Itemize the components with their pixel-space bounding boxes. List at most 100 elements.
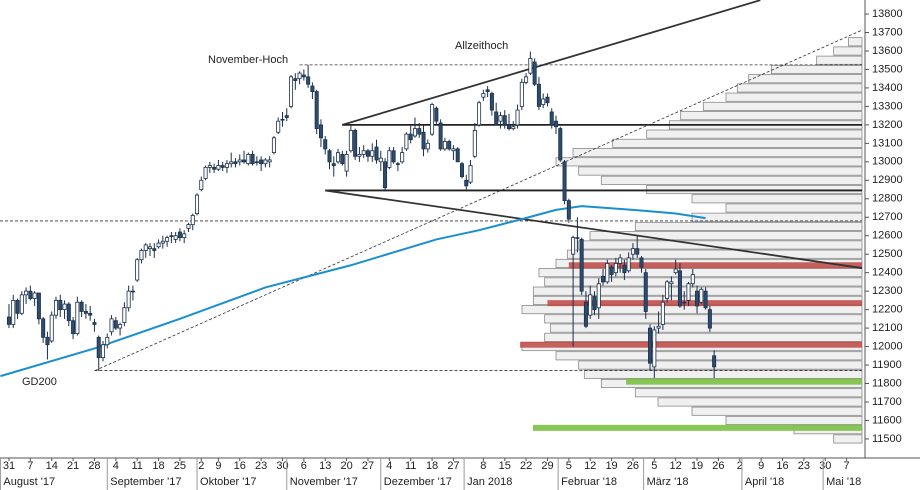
volume-profile-bar <box>589 231 863 241</box>
x-tick-label: 25 <box>174 460 186 472</box>
candle-body <box>404 133 409 150</box>
y-tick-label: 12400 <box>872 267 903 279</box>
candle-body <box>618 257 623 264</box>
candle-body <box>391 150 396 163</box>
candle-body <box>545 96 550 104</box>
candle-body <box>690 274 695 285</box>
candle-body <box>233 161 238 165</box>
candle-body <box>421 131 426 150</box>
candle-body <box>220 165 225 168</box>
candle-body <box>383 161 388 189</box>
volume-profile-bar <box>691 194 863 204</box>
y-tick-label: 11800 <box>872 377 902 389</box>
month-label: Februar '18 <box>561 476 617 488</box>
candle-body <box>571 237 576 255</box>
candle-body <box>549 111 554 126</box>
candle-body <box>130 290 135 293</box>
volume-profile-bar <box>578 166 863 176</box>
volume-profile-bar <box>544 332 863 342</box>
candle-body <box>703 290 708 309</box>
candle-body <box>669 281 674 285</box>
volume-profile-bar <box>578 240 863 250</box>
candle-body <box>66 303 71 322</box>
candle-body <box>45 336 50 346</box>
candle-body <box>477 102 482 126</box>
candle-body <box>412 128 417 137</box>
volume-profile-bar <box>725 415 863 425</box>
candle-body <box>177 231 182 238</box>
x-tick-label: 27 <box>447 460 459 472</box>
candle-body <box>438 122 443 150</box>
x-tick-label: 31 <box>3 460 15 472</box>
y-tick-label: 12200 <box>872 304 903 316</box>
annotation: Allzeithoch <box>455 40 508 52</box>
volume-profile-bar <box>555 351 863 361</box>
candle-body <box>532 61 537 85</box>
y-tick-label: 13600 <box>872 45 903 57</box>
candle-body <box>143 244 148 251</box>
candle-body <box>318 124 323 139</box>
x-tick-label: 11 <box>405 460 416 472</box>
candle-body <box>229 161 234 165</box>
candle-body <box>182 233 187 238</box>
y-tick-label: 11900 <box>872 359 902 371</box>
candle-body <box>75 301 80 335</box>
candle-body <box>626 257 631 272</box>
volume-profile-bar <box>555 157 863 167</box>
candle-body <box>83 311 88 314</box>
candle-body <box>289 76 294 107</box>
candle-body <box>323 139 328 150</box>
candle-body <box>186 224 191 229</box>
x-tick-label: 4 <box>386 460 392 472</box>
candle-body <box>639 257 644 268</box>
candle-body <box>148 246 153 250</box>
candle-body <box>434 107 439 122</box>
candle-body <box>562 161 567 202</box>
volume-profile-bar <box>583 369 863 379</box>
volume-profile-bar <box>544 314 863 324</box>
volume-profile-bar <box>833 46 863 56</box>
month-label: März '18 <box>647 476 689 488</box>
candle-body <box>481 93 486 98</box>
candle-body <box>122 307 127 323</box>
candle-body <box>79 301 84 312</box>
candle-body <box>468 165 473 183</box>
candle-body <box>293 78 298 81</box>
x-tick-label: 9 <box>758 460 764 472</box>
candle-body <box>673 268 678 274</box>
candle-body <box>464 179 469 187</box>
candle-body <box>588 294 593 316</box>
candle-body <box>609 266 614 275</box>
month-label: Jan 2018 <box>467 476 512 488</box>
candle-body <box>494 111 499 126</box>
candle-body <box>528 57 533 74</box>
candle-body <box>365 150 370 157</box>
x-tick-label: 30 <box>276 460 288 472</box>
x-tick-label: 9 <box>215 460 221 472</box>
candle-body <box>246 154 251 165</box>
volume-profile-bar <box>646 185 863 195</box>
x-tick-label: 19 <box>605 460 617 472</box>
candle-body <box>515 109 520 126</box>
candle-body <box>310 85 315 93</box>
candle-body <box>660 301 665 325</box>
candle-body <box>113 320 118 329</box>
candle-body <box>554 120 559 128</box>
candle-body <box>707 309 712 329</box>
candle-body <box>455 148 460 163</box>
candle-body <box>173 235 178 240</box>
volume-profile-bar <box>538 268 863 278</box>
candle-body <box>442 141 447 150</box>
candle-body <box>100 344 105 359</box>
candle-body <box>472 130 477 157</box>
x-tick-label: 20 <box>340 460 352 472</box>
month-label: September '17 <box>110 476 181 488</box>
volume-profile-bar <box>549 323 863 333</box>
y-tick-label: 11600 <box>872 414 902 426</box>
candle-body <box>301 74 306 78</box>
candle-body <box>336 152 341 163</box>
candle-body <box>686 283 691 301</box>
candle-body <box>583 301 588 327</box>
candle-body <box>118 323 123 329</box>
